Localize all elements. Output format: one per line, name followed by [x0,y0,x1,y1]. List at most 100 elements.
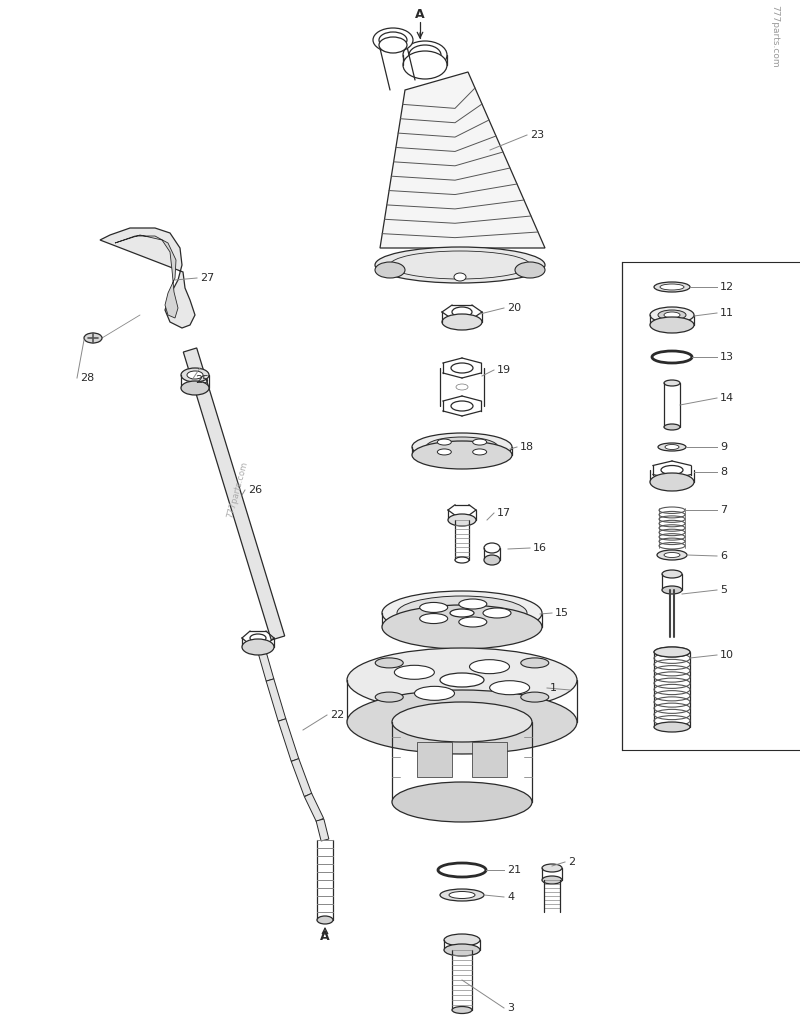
Polygon shape [100,228,195,328]
Ellipse shape [515,262,545,278]
Text: 14: 14 [720,393,734,403]
Polygon shape [304,793,324,822]
Ellipse shape [403,41,447,69]
Ellipse shape [451,401,473,411]
Ellipse shape [662,586,682,594]
Ellipse shape [440,889,484,901]
Ellipse shape [375,658,403,668]
Ellipse shape [317,916,333,924]
Ellipse shape [451,363,473,373]
Ellipse shape [654,282,690,292]
Text: 18: 18 [520,442,534,452]
Ellipse shape [452,307,472,317]
Text: 777parts.com: 777parts.com [770,5,779,67]
Ellipse shape [450,609,474,617]
Ellipse shape [654,647,690,657]
Text: 15: 15 [555,608,569,618]
Ellipse shape [375,247,545,283]
Text: 6: 6 [720,551,727,561]
Polygon shape [417,742,452,777]
Text: 1: 1 [550,683,557,693]
Ellipse shape [542,876,562,884]
Text: 777parts.com: 777parts.com [225,461,249,520]
Ellipse shape [650,317,694,333]
Polygon shape [472,742,507,777]
Ellipse shape [658,310,686,320]
Ellipse shape [442,314,482,330]
Ellipse shape [397,596,527,630]
Text: 16: 16 [533,543,547,553]
Ellipse shape [521,692,549,702]
Ellipse shape [521,658,549,668]
Ellipse shape [392,782,532,822]
Ellipse shape [438,449,451,455]
Ellipse shape [473,439,486,445]
Ellipse shape [420,614,448,623]
Ellipse shape [664,380,680,386]
Ellipse shape [438,439,451,445]
Ellipse shape [420,602,448,613]
Ellipse shape [664,312,680,318]
Ellipse shape [665,444,679,449]
Ellipse shape [412,441,512,469]
Ellipse shape [456,384,468,390]
Ellipse shape [403,51,447,79]
Ellipse shape [473,449,486,455]
Text: 10: 10 [720,650,734,660]
Ellipse shape [662,570,682,578]
Ellipse shape [379,37,407,53]
Ellipse shape [440,673,484,687]
Polygon shape [380,72,545,248]
Ellipse shape [470,659,510,674]
Ellipse shape [426,437,498,457]
Ellipse shape [379,32,407,48]
Ellipse shape [373,28,413,52]
Ellipse shape [412,433,512,461]
Ellipse shape [409,45,441,65]
Text: 9: 9 [720,442,727,452]
Text: 7: 7 [720,505,727,515]
Ellipse shape [392,702,532,742]
Ellipse shape [654,722,690,732]
Text: 11: 11 [720,308,734,318]
Polygon shape [316,819,329,841]
Text: 17: 17 [497,508,511,518]
Text: 12: 12 [720,282,734,292]
Ellipse shape [347,648,577,712]
Ellipse shape [382,591,542,635]
Ellipse shape [452,1006,472,1013]
Text: 21: 21 [507,865,521,875]
Ellipse shape [444,934,480,946]
Text: 2: 2 [568,857,575,867]
Ellipse shape [490,681,530,694]
Ellipse shape [459,599,487,609]
Ellipse shape [187,371,203,379]
Polygon shape [258,651,274,681]
Ellipse shape [483,608,511,618]
Ellipse shape [657,550,687,560]
Ellipse shape [454,273,466,280]
Text: 4: 4 [507,892,514,901]
Text: A: A [320,930,330,943]
Ellipse shape [650,473,694,491]
Polygon shape [183,348,285,640]
Polygon shape [266,679,286,721]
Ellipse shape [660,284,684,290]
Ellipse shape [459,617,487,627]
Text: 23: 23 [530,130,544,140]
Text: 5: 5 [720,585,727,595]
Text: 25: 25 [195,375,209,385]
Ellipse shape [414,686,454,701]
Text: 20: 20 [507,303,521,313]
Ellipse shape [484,543,500,553]
Ellipse shape [84,333,102,343]
Text: 13: 13 [720,352,734,362]
Ellipse shape [664,553,680,558]
Ellipse shape [181,368,209,382]
Text: 3: 3 [507,1003,514,1013]
Ellipse shape [347,690,577,755]
Polygon shape [278,718,299,761]
Ellipse shape [448,514,476,526]
Ellipse shape [375,692,403,702]
Text: 27: 27 [200,273,214,283]
